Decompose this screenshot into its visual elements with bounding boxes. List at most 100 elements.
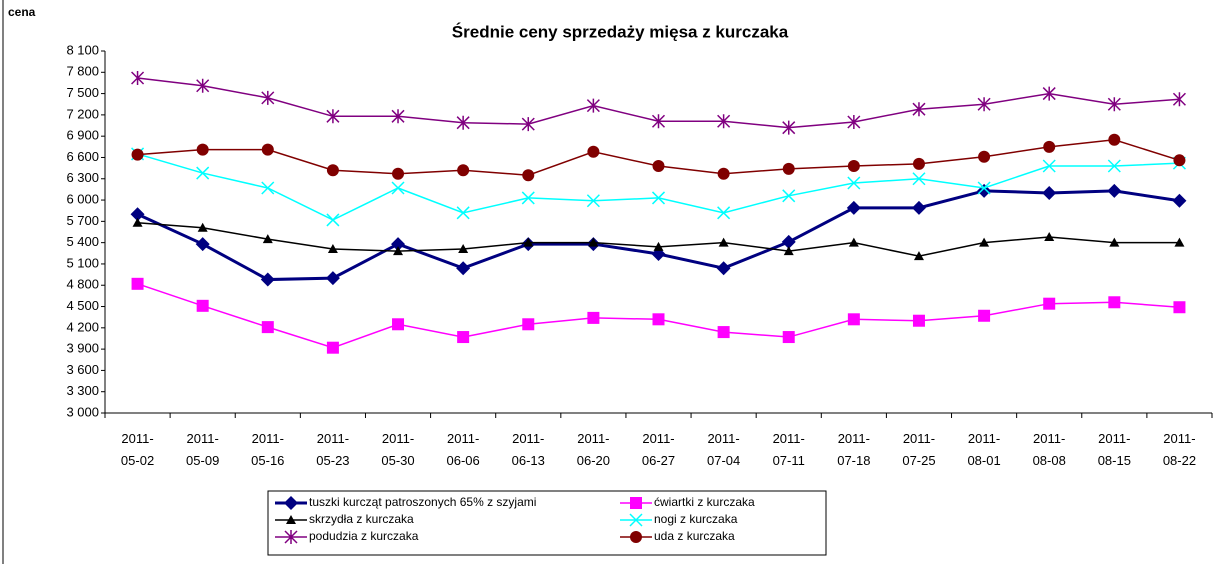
y-tick-label: 4 200 <box>66 319 99 334</box>
marker <box>630 531 642 543</box>
y-tick-label: 3 600 <box>66 362 99 377</box>
marker <box>847 159 860 172</box>
legend-label: ćwiartki z kurczaka <box>654 495 755 509</box>
marker <box>979 237 990 247</box>
marker <box>261 181 275 195</box>
x-tick-label: 2011-05-23 <box>316 431 350 468</box>
marker <box>286 515 296 524</box>
marker <box>522 318 535 331</box>
marker <box>588 237 599 247</box>
marker <box>326 213 340 227</box>
y-tick-label: 7 800 <box>66 64 99 79</box>
marker <box>782 189 796 203</box>
x-tick-label: 2011-06-27 <box>641 431 676 468</box>
marker <box>1109 237 1120 247</box>
y-tick-label: 8 100 <box>66 42 99 57</box>
marker <box>131 148 144 161</box>
y-tick-label: 7 500 <box>66 85 99 100</box>
y-tick-label: 3 900 <box>66 341 99 356</box>
x-tick-label: 2011-07-18 <box>837 431 871 468</box>
marker <box>717 206 731 220</box>
legend-label: skrzydła z kurczaka <box>309 512 414 526</box>
legend-label: uda z kurczaka <box>654 529 735 543</box>
marker <box>284 496 298 510</box>
legend-label: podudzia z kurczaka <box>309 529 419 543</box>
marker <box>1173 301 1186 314</box>
marker <box>195 237 210 252</box>
marker <box>261 90 275 105</box>
marker <box>846 200 861 215</box>
marker <box>587 145 600 158</box>
marker <box>326 341 339 354</box>
marker <box>261 321 274 334</box>
x-tick-label: 2011-08-15 <box>1097 431 1131 468</box>
marker <box>392 318 405 331</box>
marker <box>284 530 298 544</box>
x-tick-label: 2011-05-09 <box>186 431 220 468</box>
y-tick-label: 6 300 <box>66 170 99 185</box>
marker <box>782 162 795 175</box>
marker <box>1043 297 1056 310</box>
marker <box>912 102 926 117</box>
marker <box>457 331 470 344</box>
marker <box>1107 183 1122 198</box>
marker <box>651 114 666 129</box>
marker <box>325 271 340 286</box>
marker <box>782 120 796 135</box>
marker <box>978 150 991 163</box>
marker <box>197 222 208 232</box>
marker <box>653 241 664 251</box>
marker <box>586 194 600 208</box>
x-tick-label: 2011-06-20 <box>576 431 610 468</box>
y-tick-label: 3 300 <box>66 383 99 398</box>
marker <box>651 191 666 205</box>
marker <box>783 246 794 256</box>
marker <box>1044 231 1055 241</box>
marker <box>262 234 273 244</box>
x-tick-label: 2011-07-11 <box>772 431 805 468</box>
marker <box>847 114 861 129</box>
marker <box>717 167 730 180</box>
marker <box>391 237 406 252</box>
marker <box>847 313 860 326</box>
y-tick-label: 5 400 <box>66 234 99 249</box>
marker <box>978 309 991 322</box>
marker <box>912 314 925 327</box>
marker <box>458 244 469 254</box>
marker <box>391 109 405 124</box>
marker <box>326 109 340 124</box>
marker <box>130 207 145 222</box>
marker <box>847 176 861 190</box>
marker <box>630 497 642 509</box>
marker <box>717 114 731 129</box>
marker <box>196 166 210 180</box>
marker <box>1172 193 1187 208</box>
marker <box>911 200 926 215</box>
marker <box>392 167 405 180</box>
marker <box>196 78 210 93</box>
marker <box>131 70 145 85</box>
y-tick-label: 5 100 <box>66 255 99 270</box>
marker <box>977 181 991 195</box>
marker <box>848 237 859 247</box>
legend-label: nogi z kurczaka <box>654 512 738 526</box>
marker <box>1174 237 1185 247</box>
marker <box>586 98 600 113</box>
y-tick-label: 5 700 <box>66 213 99 228</box>
marker <box>260 272 275 287</box>
marker <box>457 164 470 177</box>
x-tick-label: 2011-05-02 <box>120 431 155 468</box>
marker <box>327 244 338 254</box>
x-tick-label: 2011-07-25 <box>902 431 936 468</box>
y-axis-label: cena <box>8 5 36 19</box>
x-tick-label: 2011-06-06 <box>446 431 480 468</box>
marker <box>521 191 535 205</box>
marker <box>781 234 796 249</box>
marker <box>652 159 665 172</box>
marker <box>391 181 405 195</box>
marker <box>456 206 470 220</box>
marker <box>456 115 470 130</box>
legend-box <box>267 490 827 556</box>
marker <box>523 237 534 247</box>
